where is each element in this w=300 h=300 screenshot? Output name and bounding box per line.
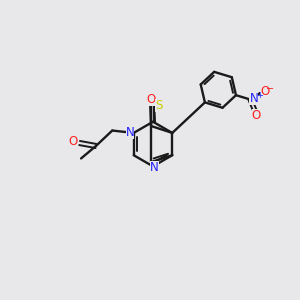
- Text: −: −: [266, 84, 274, 94]
- Text: N: N: [249, 92, 258, 105]
- Text: O: O: [252, 109, 261, 122]
- Text: S: S: [155, 99, 162, 112]
- Text: O: O: [68, 135, 78, 148]
- Text: O: O: [146, 93, 155, 106]
- Text: +: +: [256, 91, 262, 100]
- Text: O: O: [260, 85, 269, 98]
- Text: N: N: [126, 126, 134, 139]
- Text: N: N: [150, 161, 158, 174]
